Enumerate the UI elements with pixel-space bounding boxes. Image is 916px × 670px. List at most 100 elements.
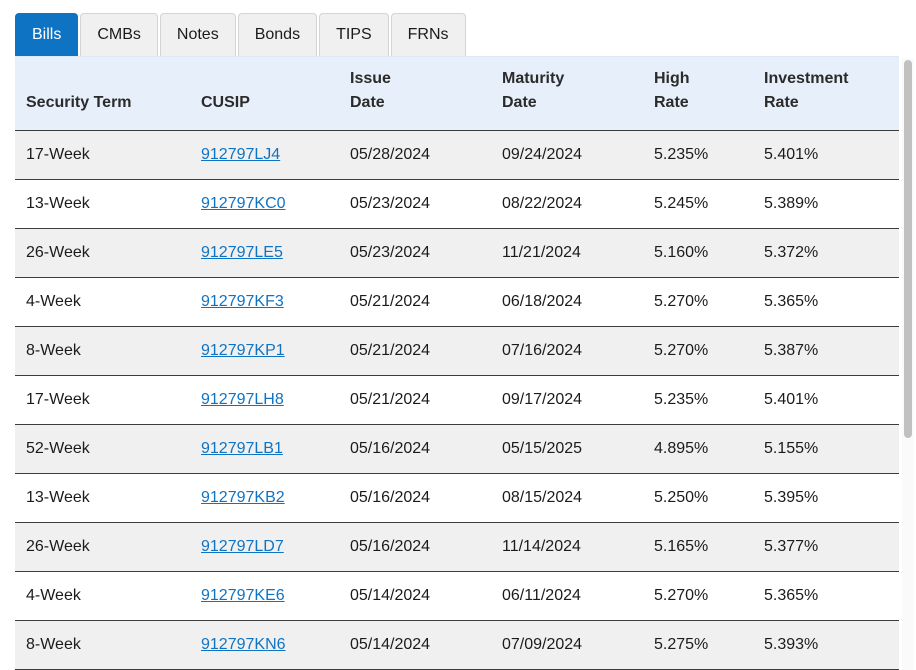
cell-cusip: 912797KC0	[190, 179, 339, 229]
table-row: 4-Week 912797KE6 05/14/2024 06/11/2024 5.270…	[15, 571, 899, 621]
table-body: 17-Week 912797LJ4 05/28/2024 09/24/2024 5.23…	[15, 130, 899, 670]
table-row: 13-Week 912797KC0 05/23/2024 08/22/2024 5.24…	[15, 179, 899, 229]
table-row: 17-Week 912797LH8 05/21/2024 09/17/2024 5.23…	[15, 375, 899, 425]
vertical-scrollbar[interactable]	[902, 58, 914, 670]
cusip-link[interactable]: 912797KC0	[201, 194, 286, 212]
column-header-high-rate: High Rate	[643, 57, 753, 131]
cusip-link[interactable]: 912797LE5	[201, 243, 283, 261]
cell-cusip: 912797LE5	[190, 228, 339, 278]
cell-maturity-date: 11/14/2024	[491, 522, 643, 572]
cell-high-rate: 5.245%	[643, 179, 753, 229]
cell-investment-rate: 5.389%	[753, 179, 899, 229]
cell-investment-rate: 5.387%	[753, 326, 899, 376]
tab-bills[interactable]: Bills	[15, 13, 79, 56]
cell-investment-rate: 5.365%	[753, 277, 899, 327]
cell-issue-date: 05/21/2024	[339, 326, 491, 376]
cell-security-term: 8-Week	[15, 326, 190, 376]
cell-maturity-date: 08/15/2024	[491, 473, 643, 523]
cell-issue-date: 05/28/2024	[339, 130, 491, 180]
security-type-tabs: Bills CMBs Notes Bonds TIPS FRNs	[15, 13, 466, 56]
cell-issue-date: 05/16/2024	[339, 424, 491, 474]
cell-security-term: 13-Week	[15, 473, 190, 523]
cell-cusip: 912797KE6	[190, 571, 339, 621]
cell-maturity-date: 05/15/2025	[491, 424, 643, 474]
table-row: 8-Week 912797KP1 05/21/2024 07/16/2024 5.270…	[15, 326, 899, 376]
cell-maturity-date: 07/09/2024	[491, 620, 643, 670]
cell-maturity-date: 06/11/2024	[491, 571, 643, 621]
cusip-link[interactable]: 912797KN6	[201, 635, 286, 653]
cusip-link[interactable]: 912797LH8	[201, 390, 284, 408]
cell-security-term: 26-Week	[15, 228, 190, 278]
table-row: 17-Week 912797LJ4 05/28/2024 09/24/2024 5.23…	[15, 130, 899, 180]
column-header-text: Security Term	[26, 93, 132, 111]
cell-high-rate: 5.165%	[643, 522, 753, 572]
cell-maturity-date: 06/18/2024	[491, 277, 643, 327]
tab-bonds[interactable]: Bonds	[237, 13, 318, 56]
table-row: 52-Week 912797LB1 05/16/2024 05/15/2025 4.89…	[15, 424, 899, 474]
cell-high-rate: 5.270%	[643, 326, 753, 376]
cell-high-rate: 5.235%	[643, 130, 753, 180]
column-header-text: Issue	[350, 69, 391, 87]
cell-security-term: 8-Week	[15, 620, 190, 670]
cell-high-rate: 4.895%	[643, 424, 753, 474]
column-header-text: Maturity	[502, 69, 565, 87]
cusip-link[interactable]: 912797LB1	[201, 439, 283, 457]
results-table: Security Term CUSIP Issue Date Maturity Date H…	[15, 57, 899, 670]
cell-security-term: 17-Week	[15, 130, 190, 180]
cell-cusip: 912797LD7	[190, 522, 339, 572]
column-header-text: Rate	[764, 93, 799, 111]
tab-notes[interactable]: Notes	[159, 13, 236, 56]
cell-cusip: 912797LH8	[190, 375, 339, 425]
results-table-container[interactable]: Security Term CUSIP Issue Date Maturity Date H…	[15, 57, 899, 670]
cell-investment-rate: 5.377%	[753, 522, 899, 572]
tab-cmbs[interactable]: CMBs	[80, 13, 158, 56]
cell-maturity-date: 09/17/2024	[491, 375, 643, 425]
column-header-issue-date: Issue Date	[339, 57, 491, 131]
cell-investment-rate: 5.401%	[753, 375, 899, 425]
tab-tips[interactable]: TIPS	[319, 13, 389, 56]
table-row: 26-Week 912797LE5 05/23/2024 11/21/2024 5.16…	[15, 228, 899, 278]
column-header-security-term: Security Term	[15, 57, 190, 131]
cell-issue-date: 05/23/2024	[339, 179, 491, 229]
cusip-link[interactable]: 912797LJ4	[201, 145, 281, 163]
column-header-text: Date	[350, 93, 385, 111]
cell-high-rate: 5.270%	[643, 571, 753, 621]
scrollbar-thumb[interactable]	[904, 60, 912, 438]
cusip-link[interactable]: 912797KP1	[201, 341, 285, 359]
cell-security-term: 13-Week	[15, 179, 190, 229]
cell-high-rate: 5.270%	[643, 277, 753, 327]
cell-issue-date: 05/21/2024	[339, 375, 491, 425]
table-row: 4-Week 912797KF3 05/21/2024 06/18/2024 5.270…	[15, 277, 899, 327]
cell-issue-date: 05/16/2024	[339, 473, 491, 523]
cell-cusip: 912797KF3	[190, 277, 339, 327]
cell-cusip: 912797KB2	[190, 473, 339, 523]
cell-investment-rate: 5.395%	[753, 473, 899, 523]
cell-investment-rate: 5.155%	[753, 424, 899, 474]
cell-investment-rate: 5.365%	[753, 571, 899, 621]
cell-maturity-date: 11/21/2024	[491, 228, 643, 278]
cusip-link[interactable]: 912797LD7	[201, 537, 284, 555]
column-header-text: CUSIP	[201, 93, 250, 111]
cell-cusip: 912797KN6	[190, 620, 339, 670]
cusip-link[interactable]: 912797KE6	[201, 586, 285, 604]
tab-frns[interactable]: FRNs	[390, 13, 466, 56]
column-header-text: Rate	[654, 93, 689, 111]
cell-issue-date: 05/21/2024	[339, 277, 491, 327]
cusip-link[interactable]: 912797KF3	[201, 292, 284, 310]
cell-high-rate: 5.250%	[643, 473, 753, 523]
cell-issue-date: 05/14/2024	[339, 620, 491, 670]
cell-maturity-date: 07/16/2024	[491, 326, 643, 376]
table-row: 26-Week 912797LD7 05/16/2024 11/14/2024 5.16…	[15, 522, 899, 572]
column-header-text: Date	[502, 93, 537, 111]
cell-security-term: 52-Week	[15, 424, 190, 474]
cell-security-term: 4-Week	[15, 571, 190, 621]
cusip-link[interactable]: 912797KB2	[201, 488, 285, 506]
table-row: 13-Week 912797KB2 05/16/2024 08/15/2024 5.25…	[15, 473, 899, 523]
cell-investment-rate: 5.372%	[753, 228, 899, 278]
header-row: Security Term CUSIP Issue Date Maturity Date H…	[15, 57, 899, 131]
cell-maturity-date: 09/24/2024	[491, 130, 643, 180]
cell-security-term: 26-Week	[15, 522, 190, 572]
column-header-cusip: CUSIP	[190, 57, 339, 131]
cell-high-rate: 5.275%	[643, 620, 753, 670]
